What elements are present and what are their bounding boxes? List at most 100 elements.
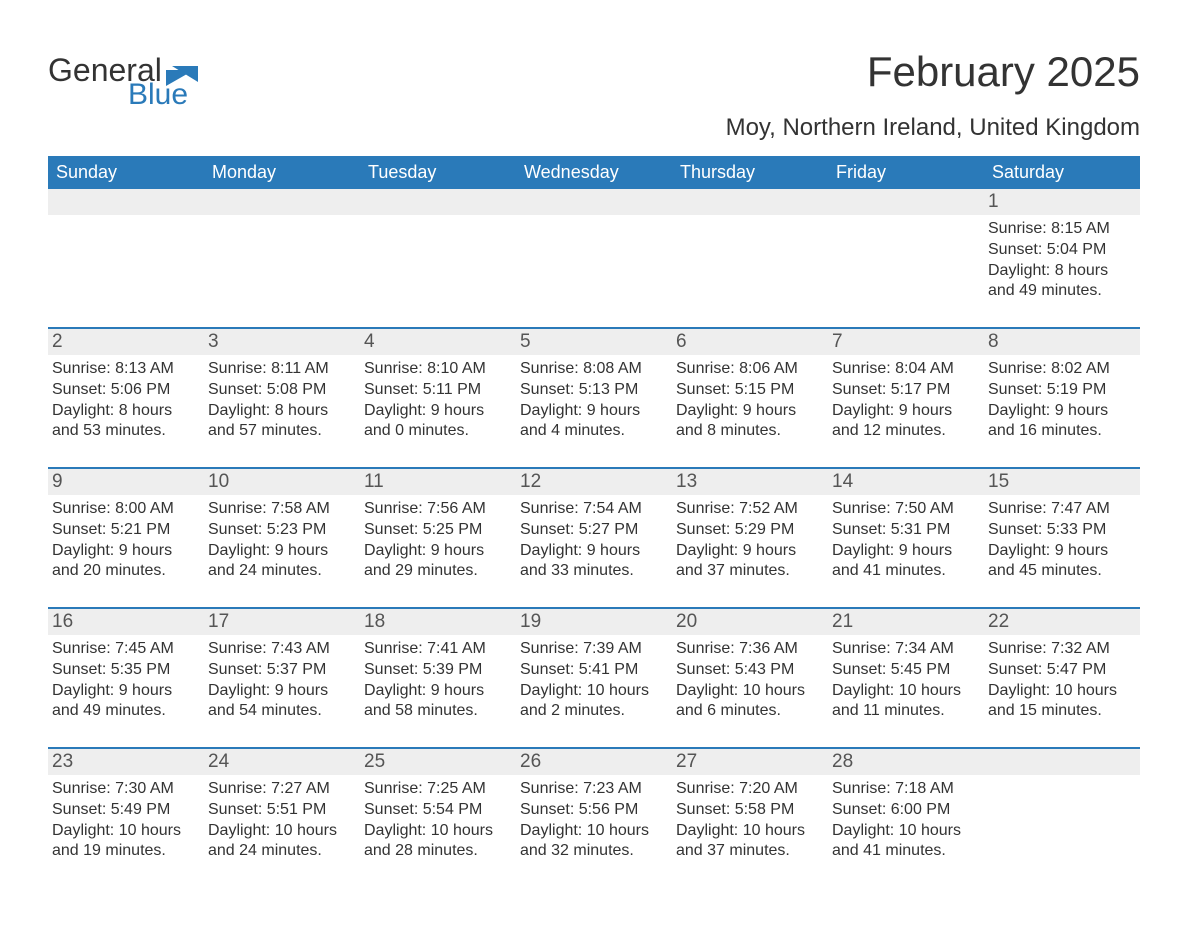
sunset-line: Sunset: 5:35 PM xyxy=(52,660,196,681)
day-number: 25 xyxy=(360,749,516,775)
day-cell: Sunrise: 8:10 AMSunset: 5:11 PMDaylight:… xyxy=(360,355,516,451)
calendar-header-row: SundayMondayTuesdayWednesdayThursdayFrid… xyxy=(48,156,1140,189)
sunset-line: Sunset: 5:54 PM xyxy=(364,800,508,821)
sunrise-line: Sunrise: 7:34 AM xyxy=(832,639,976,660)
day-number xyxy=(360,189,516,215)
daylight-line-2: and 16 minutes. xyxy=(988,421,1132,442)
daynum-strip: 232425262728 xyxy=(48,749,1140,775)
day-cell xyxy=(828,215,984,311)
day-header: Saturday xyxy=(984,156,1140,189)
day-cell: Sunrise: 8:06 AMSunset: 5:15 PMDaylight:… xyxy=(672,355,828,451)
day-number xyxy=(516,189,672,215)
sunset-line: Sunset: 5:37 PM xyxy=(208,660,352,681)
day-cell: Sunrise: 7:25 AMSunset: 5:54 PMDaylight:… xyxy=(360,775,516,871)
sunset-line: Sunset: 5:04 PM xyxy=(988,240,1132,261)
day-number: 9 xyxy=(48,469,204,495)
daylight-line-2: and 41 minutes. xyxy=(832,841,976,862)
day-number xyxy=(204,189,360,215)
sunset-line: Sunset: 5:43 PM xyxy=(676,660,820,681)
day-number: 10 xyxy=(204,469,360,495)
day-cell xyxy=(984,775,1140,871)
daylight-line-2: and 49 minutes. xyxy=(988,281,1132,302)
day-number: 26 xyxy=(516,749,672,775)
day-cell: Sunrise: 7:54 AMSunset: 5:27 PMDaylight:… xyxy=(516,495,672,591)
day-cell: Sunrise: 7:58 AMSunset: 5:23 PMDaylight:… xyxy=(204,495,360,591)
daylight-line-1: Daylight: 10 hours xyxy=(52,821,196,842)
day-number: 12 xyxy=(516,469,672,495)
week-row: 16171819202122Sunrise: 7:45 AMSunset: 5:… xyxy=(48,607,1140,731)
sunset-line: Sunset: 5:21 PM xyxy=(52,520,196,541)
day-cell xyxy=(516,215,672,311)
daylight-line-1: Daylight: 10 hours xyxy=(832,681,976,702)
sunrise-line: Sunrise: 7:43 AM xyxy=(208,639,352,660)
day-cell xyxy=(48,215,204,311)
daylight-line-2: and 57 minutes. xyxy=(208,421,352,442)
daylight-line-2: and 53 minutes. xyxy=(52,421,196,442)
daylight-line-1: Daylight: 9 hours xyxy=(364,681,508,702)
sunset-line: Sunset: 5:13 PM xyxy=(520,380,664,401)
sunset-line: Sunset: 5:41 PM xyxy=(520,660,664,681)
day-number: 5 xyxy=(516,329,672,355)
day-number: 8 xyxy=(984,329,1140,355)
daylight-line-1: Daylight: 8 hours xyxy=(208,401,352,422)
day-cell: Sunrise: 7:27 AMSunset: 5:51 PMDaylight:… xyxy=(204,775,360,871)
day-number: 15 xyxy=(984,469,1140,495)
day-cell xyxy=(204,215,360,311)
sunset-line: Sunset: 5:06 PM xyxy=(52,380,196,401)
sunset-line: Sunset: 5:33 PM xyxy=(988,520,1132,541)
sunrise-line: Sunrise: 8:06 AM xyxy=(676,359,820,380)
daylight-line-1: Daylight: 9 hours xyxy=(52,541,196,562)
day-cell: Sunrise: 7:45 AMSunset: 5:35 PMDaylight:… xyxy=(48,635,204,731)
daylight-line-2: and 45 minutes. xyxy=(988,561,1132,582)
sunset-line: Sunset: 5:15 PM xyxy=(676,380,820,401)
daylight-line-2: and 37 minutes. xyxy=(676,561,820,582)
daylight-line-1: Daylight: 9 hours xyxy=(364,541,508,562)
daylight-line-1: Daylight: 9 hours xyxy=(832,401,976,422)
day-number: 24 xyxy=(204,749,360,775)
daylight-line-2: and 41 minutes. xyxy=(832,561,976,582)
sunset-line: Sunset: 5:49 PM xyxy=(52,800,196,821)
day-cell: Sunrise: 7:56 AMSunset: 5:25 PMDaylight:… xyxy=(360,495,516,591)
day-cell: Sunrise: 7:18 AMSunset: 6:00 PMDaylight:… xyxy=(828,775,984,871)
daynum-strip: 2345678 xyxy=(48,329,1140,355)
sunrise-line: Sunrise: 7:41 AM xyxy=(364,639,508,660)
daylight-line-1: Daylight: 8 hours xyxy=(988,261,1132,282)
sunrise-line: Sunrise: 7:47 AM xyxy=(988,499,1132,520)
day-cell: Sunrise: 7:41 AMSunset: 5:39 PMDaylight:… xyxy=(360,635,516,731)
sunrise-line: Sunrise: 8:02 AM xyxy=(988,359,1132,380)
day-cell: Sunrise: 7:39 AMSunset: 5:41 PMDaylight:… xyxy=(516,635,672,731)
daylight-line-2: and 37 minutes. xyxy=(676,841,820,862)
daylight-line-1: Daylight: 10 hours xyxy=(988,681,1132,702)
daylight-line-1: Daylight: 10 hours xyxy=(676,821,820,842)
day-number xyxy=(48,189,204,215)
day-number: 4 xyxy=(360,329,516,355)
daylight-line-2: and 24 minutes. xyxy=(208,841,352,862)
day-number: 28 xyxy=(828,749,984,775)
day-number: 7 xyxy=(828,329,984,355)
sunrise-line: Sunrise: 7:56 AM xyxy=(364,499,508,520)
daylight-line-1: Daylight: 8 hours xyxy=(52,401,196,422)
daylight-line-2: and 33 minutes. xyxy=(520,561,664,582)
day-cell: Sunrise: 8:15 AMSunset: 5:04 PMDaylight:… xyxy=(984,215,1140,311)
sunset-line: Sunset: 5:17 PM xyxy=(832,380,976,401)
day-number: 22 xyxy=(984,609,1140,635)
day-number: 18 xyxy=(360,609,516,635)
day-number: 16 xyxy=(48,609,204,635)
sunset-line: Sunset: 5:23 PM xyxy=(208,520,352,541)
sunset-line: Sunset: 5:31 PM xyxy=(832,520,976,541)
daylight-line-1: Daylight: 9 hours xyxy=(988,401,1132,422)
day-number: 14 xyxy=(828,469,984,495)
day-number: 20 xyxy=(672,609,828,635)
day-number: 21 xyxy=(828,609,984,635)
sunrise-line: Sunrise: 7:27 AM xyxy=(208,779,352,800)
daylight-line-1: Daylight: 10 hours xyxy=(832,821,976,842)
logo-word-blue: Blue xyxy=(128,80,198,110)
sunset-line: Sunset: 5:27 PM xyxy=(520,520,664,541)
sunset-line: Sunset: 5:08 PM xyxy=(208,380,352,401)
sunrise-line: Sunrise: 7:52 AM xyxy=(676,499,820,520)
sunset-line: Sunset: 5:29 PM xyxy=(676,520,820,541)
daylight-line-2: and 0 minutes. xyxy=(364,421,508,442)
day-number: 17 xyxy=(204,609,360,635)
sunrise-line: Sunrise: 8:04 AM xyxy=(832,359,976,380)
sunrise-line: Sunrise: 8:15 AM xyxy=(988,219,1132,240)
